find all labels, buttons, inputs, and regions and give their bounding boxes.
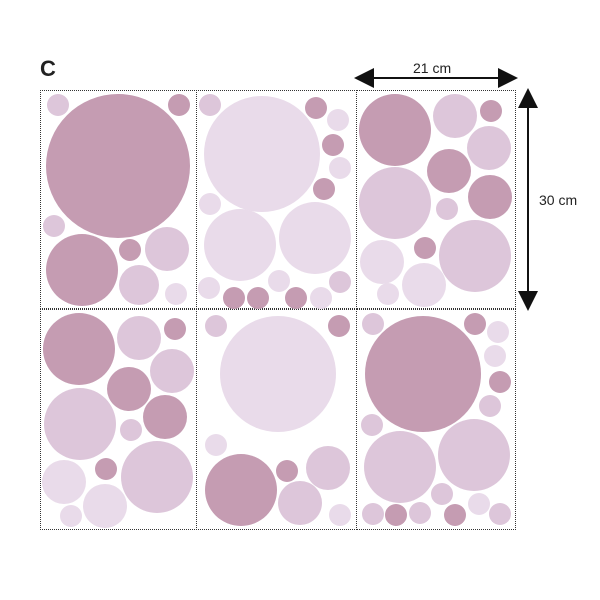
polka-dot-sticker bbox=[164, 318, 186, 340]
polka-dot-sticker bbox=[433, 94, 477, 138]
polka-dot-sticker bbox=[362, 313, 384, 335]
polka-dot-sticker bbox=[198, 277, 220, 299]
polka-dot-sticker bbox=[431, 483, 453, 505]
polka-dot-sticker bbox=[487, 321, 509, 343]
polka-dot-sticker bbox=[199, 94, 221, 116]
polka-dot-sticker bbox=[46, 94, 190, 238]
polka-dot-sticker bbox=[46, 234, 118, 306]
polka-dot-sticker bbox=[205, 454, 277, 526]
polka-dot-sticker bbox=[279, 202, 351, 274]
polka-dot-sticker bbox=[402, 263, 446, 307]
polka-dot-sticker bbox=[117, 316, 161, 360]
polka-dot-sticker bbox=[285, 287, 307, 309]
polka-dot-sticker bbox=[484, 345, 506, 367]
polka-dot-sticker bbox=[438, 419, 510, 491]
polka-dot-sticker bbox=[121, 441, 193, 513]
polka-dot-sticker bbox=[322, 134, 344, 156]
polka-dot-sticker bbox=[329, 157, 351, 179]
polka-dot-sticker bbox=[306, 446, 350, 490]
polka-dot-sticker bbox=[327, 109, 349, 131]
polka-dot-sticker bbox=[385, 504, 407, 526]
polka-dot-sticker bbox=[168, 94, 190, 116]
polka-dot-sticker bbox=[360, 240, 404, 284]
polka-dot-sticker bbox=[489, 371, 511, 393]
polka-dot-sticker bbox=[145, 227, 189, 271]
polka-dot-sticker bbox=[479, 395, 501, 417]
polka-dot-sticker bbox=[276, 460, 298, 482]
polka-dot-sticker bbox=[436, 198, 458, 220]
polka-dot-sticker bbox=[468, 493, 490, 515]
polka-dot-sticker bbox=[95, 458, 117, 480]
polka-dot-sticker bbox=[43, 215, 65, 237]
polka-dot-sticker bbox=[361, 414, 383, 436]
polka-dot-sticker bbox=[205, 315, 227, 337]
polka-dot-sticker bbox=[199, 193, 221, 215]
polka-dot-sticker bbox=[364, 431, 436, 503]
polka-dot-sticker bbox=[359, 167, 431, 239]
set-label: C bbox=[40, 56, 56, 81]
polka-dot-sticker bbox=[220, 316, 336, 432]
polka-dot-sticker bbox=[107, 367, 151, 411]
polka-dot-sticker bbox=[480, 100, 502, 122]
width-label: 21 cm bbox=[413, 60, 452, 76]
polka-dot-sticker bbox=[143, 395, 187, 439]
polka-dot-sticker bbox=[120, 419, 142, 441]
polka-dot-sticker bbox=[43, 313, 115, 385]
polka-dot-sticker bbox=[42, 460, 86, 504]
polka-dot-sticker bbox=[328, 315, 350, 337]
polka-dot-sticker bbox=[83, 484, 127, 528]
polka-dot-sticker bbox=[409, 502, 431, 524]
polka-dot-sticker bbox=[362, 503, 384, 525]
polka-dot-sticker bbox=[119, 265, 159, 305]
polka-dot-sticker bbox=[414, 237, 436, 259]
polka-dot-sticker bbox=[467, 126, 511, 170]
polka-dot-sticker bbox=[377, 283, 399, 305]
polka-dot-sticker bbox=[313, 178, 335, 200]
polka-dot-sticker bbox=[305, 97, 327, 119]
polka-dot-sticker bbox=[439, 220, 511, 292]
polka-dot-sticker bbox=[119, 239, 141, 261]
polka-dot-sticker bbox=[150, 349, 194, 393]
polka-dot-sticker bbox=[329, 504, 351, 526]
polka-dot-sticker bbox=[464, 313, 486, 335]
polka-dot-sticker bbox=[165, 283, 187, 305]
polka-dot-sticker bbox=[44, 388, 116, 460]
polka-dot-sticker bbox=[278, 481, 322, 525]
polka-dot-sticker bbox=[468, 175, 512, 219]
polka-dot-sticker bbox=[489, 503, 511, 525]
polka-dot-sticker bbox=[205, 434, 227, 456]
polka-dot-sticker bbox=[444, 504, 466, 526]
polka-dot-sticker bbox=[204, 209, 276, 281]
height-label: 30 cm bbox=[539, 192, 578, 208]
polka-dot-sticker bbox=[223, 287, 245, 309]
polka-dot-sticker bbox=[310, 287, 332, 309]
polka-dot-sticker bbox=[204, 96, 320, 212]
polka-dot-sticker bbox=[268, 270, 290, 292]
polka-dot-sticker bbox=[365, 316, 481, 432]
polka-dot-sticker bbox=[359, 94, 431, 166]
polka-dot-sticker bbox=[47, 94, 69, 116]
polka-dot-sticker bbox=[329, 271, 351, 293]
polka-dot-sticker bbox=[60, 505, 82, 527]
polka-dot-sticker bbox=[427, 149, 471, 193]
polka-dot-sticker bbox=[247, 287, 269, 309]
